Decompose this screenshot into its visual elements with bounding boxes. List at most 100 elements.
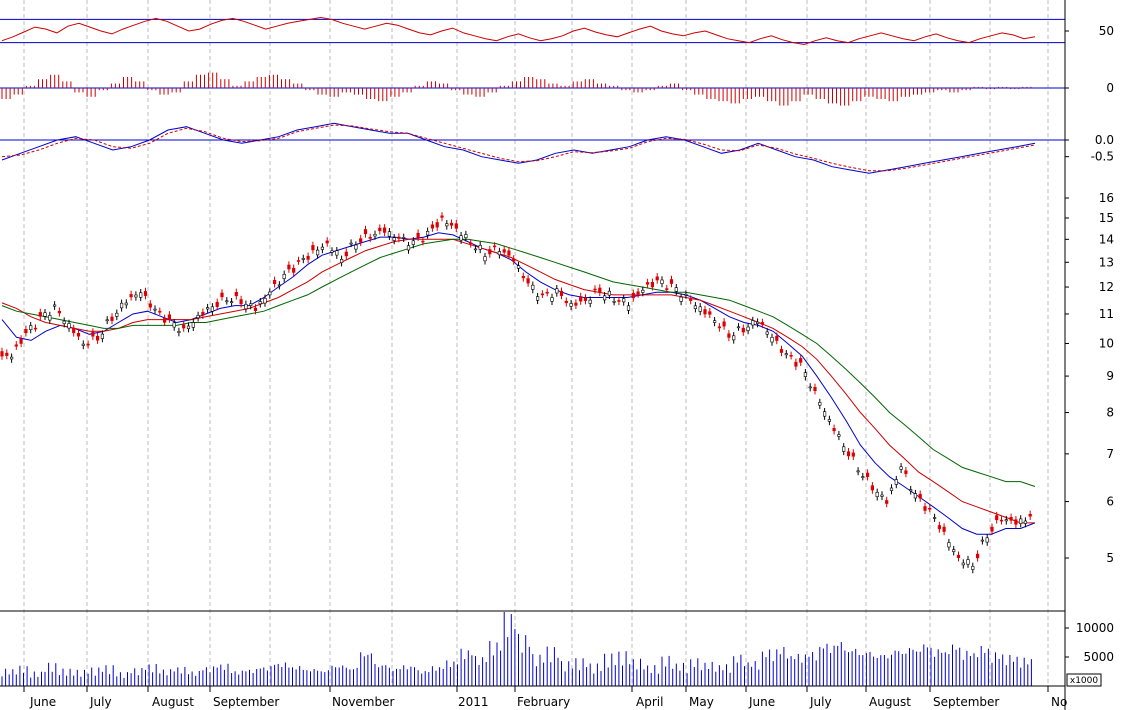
candle-body-14-1 bbox=[206, 307, 210, 310]
candle-body-11-0 bbox=[158, 310, 162, 313]
candle-body-59-0 bbox=[846, 451, 851, 457]
candle-body-33-2 bbox=[483, 256, 487, 262]
y-axis: 50 0 0.0 -0.5 16 15 14 13 12 11 10 9 8 7 6 5 10000 5000 x1… bbox=[1065, 24, 1114, 687]
candle-body-42-0 bbox=[602, 295, 607, 301]
candle-body-49-2 bbox=[712, 320, 717, 323]
candle-body-12-2 bbox=[182, 324, 186, 329]
candle-body-45-0 bbox=[645, 282, 650, 285]
candle-body-15-1 bbox=[220, 292, 224, 298]
candle-body-33-1 bbox=[478, 245, 482, 250]
candle-body-19-1 bbox=[277, 284, 282, 287]
candle-body-7-1 bbox=[105, 319, 109, 322]
candle-body-67-2 bbox=[971, 566, 975, 570]
candle-body-43-0 bbox=[617, 300, 621, 302]
price-tick-label-6: 10 bbox=[1099, 336, 1114, 350]
macd-series-line-0 bbox=[1, 122, 1036, 174]
candle-body-62-1 bbox=[894, 479, 898, 485]
candle-body-6-1 bbox=[91, 331, 95, 337]
candle-body-71-2 bbox=[1028, 513, 1032, 517]
candle-body-67-0 bbox=[961, 562, 965, 566]
candle-body-55-0 bbox=[789, 354, 793, 357]
candle-body-51-2 bbox=[741, 327, 745, 333]
candle-body-33-0 bbox=[473, 248, 478, 251]
candle-body-14-2 bbox=[210, 306, 215, 312]
candle-body-51-0 bbox=[732, 335, 736, 341]
candle-body-0-1 bbox=[5, 352, 9, 356]
candle-body-25-1 bbox=[363, 229, 368, 235]
candle-body-27-2 bbox=[397, 236, 401, 239]
candle-body-27-1 bbox=[392, 237, 396, 241]
candle-body-5-0 bbox=[72, 328, 76, 334]
candle-body-51-1 bbox=[736, 326, 741, 329]
candle-body-14-0 bbox=[201, 311, 205, 316]
candle-body-35-0 bbox=[502, 249, 506, 253]
candle-body-54-0 bbox=[775, 335, 779, 341]
candle-body-28-1 bbox=[406, 245, 411, 251]
candle-body-4-0 bbox=[57, 310, 61, 314]
price-tick-label-2: 14 bbox=[1099, 232, 1114, 246]
candle-body-64-2 bbox=[928, 507, 932, 510]
candle-body-62-2 bbox=[899, 466, 903, 470]
rsi-panel bbox=[0, 16, 1065, 46]
candle-body-29-0 bbox=[416, 232, 420, 238]
candle-body-29-2 bbox=[425, 231, 430, 236]
candle-body-7-2 bbox=[110, 316, 114, 321]
candle-body-21-1 bbox=[306, 255, 310, 260]
candle-body-60-0 bbox=[861, 476, 865, 478]
candle-body-46-2 bbox=[669, 279, 674, 284]
candle-body-54-2 bbox=[784, 353, 788, 356]
candle-body-24-1 bbox=[349, 242, 353, 245]
candle-body-15-2 bbox=[225, 300, 229, 303]
price-tick-label-8: 8 bbox=[1106, 406, 1114, 420]
candle-body-23-0 bbox=[330, 250, 334, 253]
candle-body-44-1 bbox=[636, 291, 640, 295]
candle-body-41-2 bbox=[598, 287, 602, 293]
candle-body-32-0 bbox=[459, 235, 463, 241]
candle-body-53-2 bbox=[770, 336, 774, 343]
candle-body-56-1 bbox=[808, 386, 812, 389]
candle-body-36-0 bbox=[516, 265, 521, 269]
x-tick-label-10: July bbox=[809, 695, 832, 709]
candle-body-57-1 bbox=[822, 411, 827, 417]
candle-body-47-1 bbox=[679, 296, 683, 302]
price-tick-label-0: 16 bbox=[1099, 191, 1114, 205]
x-tick-label-7: April bbox=[636, 695, 663, 709]
candle-body-5-2 bbox=[81, 343, 85, 346]
candle-body-34-2 bbox=[497, 251, 502, 256]
candle-body-43-2 bbox=[626, 305, 631, 311]
x-tick-label-5: 2011 bbox=[458, 695, 489, 709]
x-tick-label-8: May bbox=[689, 695, 714, 709]
x-tick-label-0: June bbox=[29, 695, 56, 709]
candle-body-1-0 bbox=[14, 344, 18, 347]
candle-body-31-0 bbox=[445, 223, 449, 227]
candle-body-45-2 bbox=[655, 276, 659, 281]
candle-body-52-0 bbox=[746, 326, 750, 331]
moving-average-line-0 bbox=[1, 232, 1036, 535]
candle-body-26-2 bbox=[382, 227, 387, 233]
candle-body-41-0 bbox=[588, 299, 592, 304]
candle-body-38-0 bbox=[545, 291, 549, 294]
candle-body-9-0 bbox=[129, 294, 133, 298]
candle-body-26-0 bbox=[373, 234, 377, 237]
candle-body-12-1 bbox=[177, 331, 181, 333]
candle-body-9-2 bbox=[139, 292, 143, 298]
candle-body-55-2 bbox=[799, 358, 803, 363]
candle-body-24-2 bbox=[354, 244, 358, 250]
candle-body-34-0 bbox=[488, 249, 492, 255]
candle-body-58-2 bbox=[842, 446, 846, 452]
candle-body-35-2 bbox=[512, 258, 516, 262]
price-tick-label-3: 13 bbox=[1099, 255, 1114, 269]
candle-body-63-0 bbox=[904, 470, 908, 474]
x-tick-label-11: August bbox=[869, 695, 911, 709]
moving-average-line-1 bbox=[1, 238, 1035, 524]
x-tick-label-9: June bbox=[748, 695, 775, 709]
candle-body-44-2 bbox=[641, 289, 645, 293]
candle-body-20-1 bbox=[292, 267, 296, 273]
candle-body-46-1 bbox=[665, 288, 669, 290]
candle-body-28-2 bbox=[411, 240, 415, 245]
candle-body-30-1 bbox=[435, 222, 439, 228]
x-tick-label-12: September bbox=[933, 695, 999, 709]
macd-panel bbox=[0, 122, 1065, 174]
candle-body-4-1 bbox=[62, 320, 66, 324]
candle-body-52-2 bbox=[755, 321, 760, 324]
